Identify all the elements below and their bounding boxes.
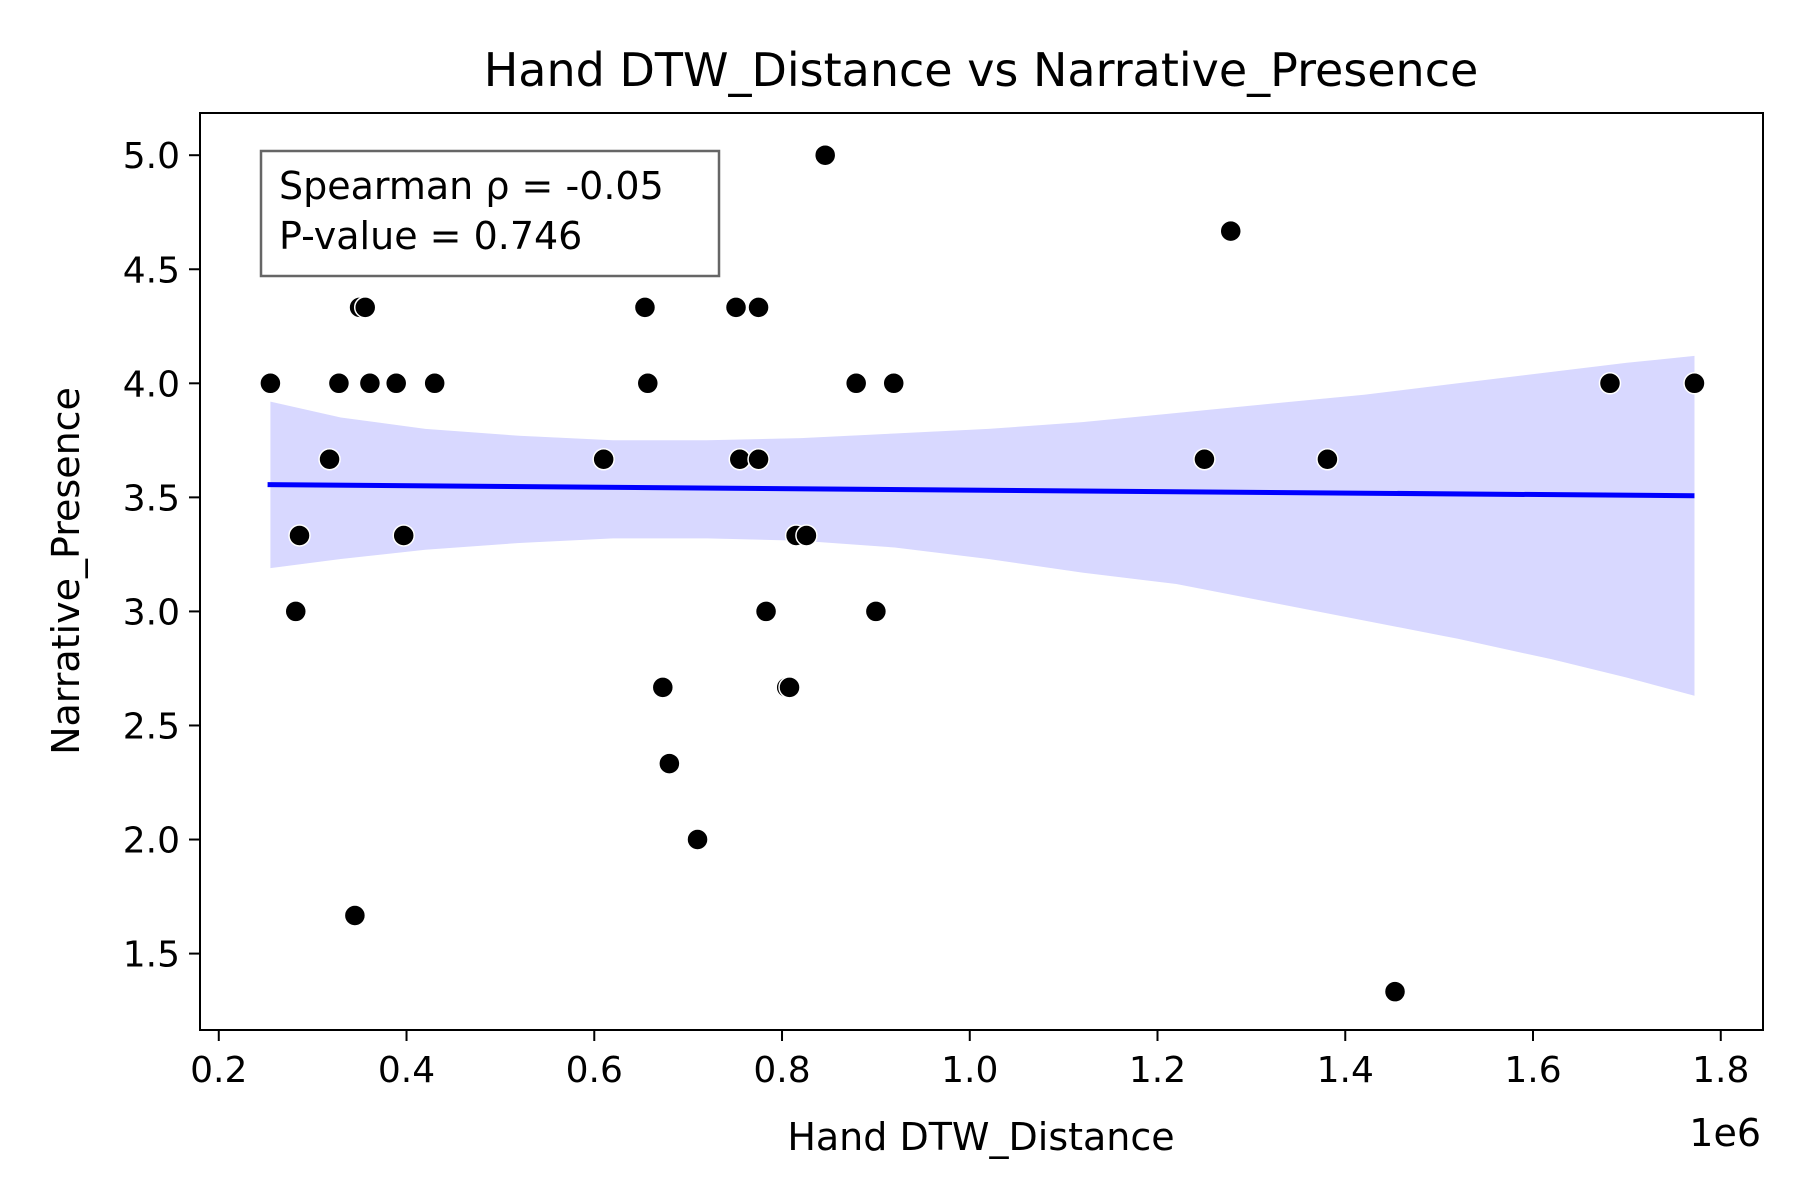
annotation-frame	[259, 149, 721, 278]
data-point	[754, 600, 778, 623]
y-tick-label: 1.5	[123, 935, 180, 976]
data-point	[882, 372, 905, 395]
data-point	[651, 676, 675, 699]
data-point	[288, 524, 311, 547]
x-tick-label: 1.8	[1692, 1050, 1749, 1091]
y-tick-label: 3.0	[123, 592, 180, 633]
x-axis-offset-label: 1e6	[1689, 1111, 1761, 1155]
p-value-text: P-value = 0.746	[279, 214, 582, 258]
data-point	[658, 752, 681, 775]
data-point	[795, 524, 818, 547]
data-point	[686, 828, 709, 851]
chart-title: Hand DTW_Distance vs Narrative_Presence	[484, 43, 1479, 97]
data-point	[592, 448, 615, 471]
data-point	[747, 296, 770, 319]
x-tick-label: 0.6	[566, 1050, 623, 1091]
x-axis-label: Hand DTW_Distance	[787, 1115, 1174, 1159]
data-point	[327, 372, 351, 395]
regression-line	[267, 482, 1695, 499]
data-point	[1383, 980, 1407, 1003]
data-point	[864, 600, 888, 623]
data-point	[1683, 372, 1706, 395]
data-point	[636, 372, 660, 395]
y-tick-label: 3.5	[123, 478, 180, 519]
x-tick-label: 0.2	[190, 1050, 247, 1091]
plot-frame	[199, 112, 1764, 1031]
data-point	[1193, 448, 1216, 471]
data-point	[318, 448, 341, 471]
x-tick-label: 0.4	[378, 1050, 435, 1091]
x-axis-ticks: 0.2 0.4 0.6 0.8 1.0 1.2 1.4 1.6 1.8	[190, 1030, 1749, 1091]
x-tick-label: 0.8	[753, 1050, 810, 1091]
data-point	[423, 372, 446, 395]
x-tick-label: 1.4	[1317, 1050, 1374, 1091]
data-point	[353, 296, 377, 319]
data-point	[343, 904, 367, 927]
data-point	[1598, 372, 1622, 395]
data-point	[392, 524, 415, 547]
x-tick-label: 1.6	[1504, 1050, 1561, 1091]
x-tick-label: 1.2	[1129, 1050, 1186, 1091]
data-point	[747, 448, 770, 471]
data-point	[384, 372, 408, 395]
data-point	[813, 143, 837, 167]
confidence-band	[270, 355, 1695, 696]
data-point	[284, 600, 308, 623]
data-point	[728, 448, 752, 471]
y-axis-ticks: 1.5 2.0 2.5 3.0 3.5 4.0 4.5 5.0	[123, 136, 200, 976]
y-tick-label: 4.0	[123, 364, 180, 405]
data-point	[358, 372, 382, 395]
stats-annotation: Spearman ρ = -0.05 P-value = 0.746	[259, 149, 721, 278]
y-tick-label: 2.0	[123, 821, 180, 862]
data-point	[778, 676, 801, 699]
y-tick-label: 4.5	[123, 250, 180, 291]
data-point	[633, 296, 657, 319]
y-tick-label: 2.5	[123, 706, 180, 747]
data-point	[844, 372, 868, 395]
y-tick-label: 5.0	[123, 136, 180, 177]
data-point	[1316, 448, 1339, 471]
x-tick-label: 1.0	[941, 1050, 998, 1091]
spearman-text: Spearman ρ = -0.05	[279, 164, 664, 208]
plot-layer	[259, 143, 1706, 1003]
data-point	[1219, 219, 1242, 243]
data-point	[724, 296, 748, 319]
data-point	[259, 372, 282, 395]
y-axis-label: Narrative_Presence	[44, 387, 88, 755]
